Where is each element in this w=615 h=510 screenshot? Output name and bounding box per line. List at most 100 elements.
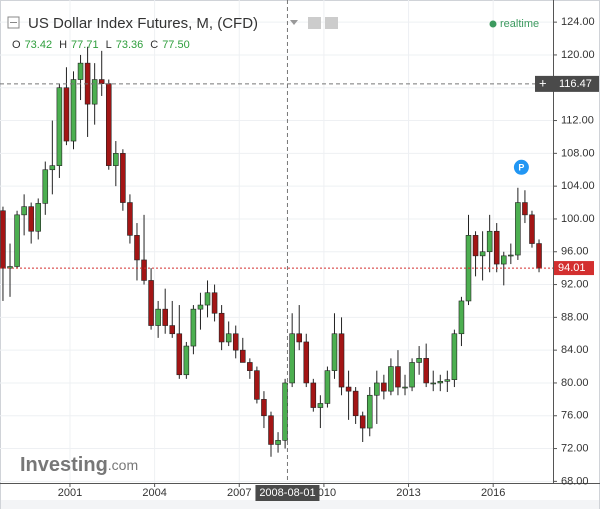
- event-marker-label: P: [518, 163, 524, 173]
- candle-body: [458, 300, 465, 335]
- candle-body: [204, 292, 211, 306]
- crosshair-price-label: 116.47: [559, 78, 592, 90]
- candle-body: [366, 394, 373, 429]
- y-tick-label: 108.00: [561, 147, 595, 159]
- candle-body: [416, 358, 422, 363]
- candle-body: [91, 79, 98, 105]
- toolbar: [1, 500, 599, 509]
- legend-key: L: [106, 39, 112, 51]
- last-price-label: 94.01: [558, 262, 586, 274]
- candle-body: [183, 345, 190, 376]
- x-tick-label: 2016: [481, 487, 505, 499]
- last-price-box: [554, 261, 594, 276]
- candle-body: [430, 382, 436, 385]
- legend-key: O: [12, 39, 21, 51]
- y-tick-label: 92.00: [561, 278, 589, 290]
- candle-body: [197, 304, 204, 310]
- plot-area: [0, 0, 553, 483]
- candle-body: [211, 292, 218, 314]
- y-tick-label: 120.00: [561, 49, 595, 61]
- chart-title: US Dollar Index Futures, M, (CFD): [28, 15, 258, 32]
- candle-body: [225, 333, 232, 343]
- x-tick-label: 2007: [227, 487, 251, 499]
- candle-body: [402, 386, 408, 389]
- candle-body: [127, 202, 133, 236]
- candle-body: [49, 165, 56, 171]
- status-text: realtime: [500, 18, 539, 30]
- candle-body: [35, 203, 41, 232]
- candle-body: [148, 280, 154, 326]
- candle-body: [56, 87, 63, 166]
- crosshair-date-box: [255, 485, 320, 501]
- y-tick-label: 100.00: [561, 213, 595, 225]
- chart-frame: [0, 0, 600, 509]
- candle-body: [98, 79, 105, 84]
- candle-body: [190, 308, 197, 347]
- candle-body: [529, 214, 535, 244]
- dropdown-icon[interactable]: [290, 20, 298, 25]
- y-tick-label: 104.00: [561, 180, 595, 192]
- legend-key: C: [150, 39, 158, 51]
- candle-body: [317, 403, 324, 408]
- candle-body: [63, 87, 70, 142]
- candle-body: [176, 333, 183, 376]
- candle-body: [345, 386, 352, 392]
- candle-body: [536, 243, 542, 269]
- candle-body: [268, 415, 274, 445]
- legend-value: 73.42: [25, 39, 53, 51]
- candle-body: [352, 390, 359, 417]
- candle-body: [381, 382, 387, 392]
- crosshair-plus: +: [539, 75, 547, 90]
- y-tick-label: 72.00: [561, 442, 589, 454]
- legend-value: 77.71: [71, 39, 99, 51]
- candle-body: [486, 230, 493, 253]
- candle-body: [7, 266, 13, 269]
- candle-body: [240, 349, 246, 363]
- candle-body: [105, 83, 112, 166]
- candle-body: [42, 169, 49, 204]
- settings-icon[interactable]: [308, 17, 321, 29]
- y-tick-label: 124.00: [561, 16, 595, 28]
- candle-body: [261, 399, 267, 417]
- candle-body: [141, 259, 147, 281]
- y-tick-label: 76.00: [561, 410, 589, 422]
- legend-key: H: [59, 39, 67, 51]
- brand-name: Investing: [20, 454, 108, 476]
- candle-body: [254, 370, 260, 400]
- candle-body: [70, 79, 77, 142]
- candle-body: [0, 210, 6, 269]
- candle-body: [21, 206, 27, 216]
- candle-body: [169, 325, 176, 335]
- candle-body: [232, 333, 239, 351]
- candle-body: [77, 62, 84, 80]
- candle-body: [423, 358, 429, 384]
- candle-body: [472, 235, 479, 257]
- candle-body: [162, 308, 168, 326]
- y-tick-label: 96.00: [561, 246, 589, 258]
- candle-body: [444, 379, 451, 382]
- candle-body: [508, 254, 514, 257]
- status-dot: [489, 20, 497, 28]
- candle-body: [155, 308, 161, 326]
- candle-body: [479, 251, 486, 257]
- x-tick-label: 2004: [142, 487, 166, 499]
- candle-body: [134, 235, 140, 261]
- y-tick-label: 84.00: [561, 344, 589, 356]
- candle-body: [310, 382, 317, 408]
- candle-body: [331, 333, 338, 371]
- candle-body: [451, 333, 458, 380]
- candle-body: [120, 153, 126, 203]
- event-marker[interactable]: [513, 159, 529, 175]
- candle-body: [218, 312, 225, 343]
- crosshair-price-box: [535, 75, 599, 92]
- brand-suffix: .com: [108, 457, 138, 473]
- candle-body: [493, 230, 500, 265]
- candle-body: [522, 202, 528, 216]
- candle-body: [303, 341, 310, 384]
- settings-icon[interactable]: [325, 17, 338, 29]
- candle-body: [28, 206, 34, 232]
- legend-value: 77.50: [162, 39, 190, 51]
- candle-body: [338, 333, 345, 388]
- candle-body: [409, 362, 415, 388]
